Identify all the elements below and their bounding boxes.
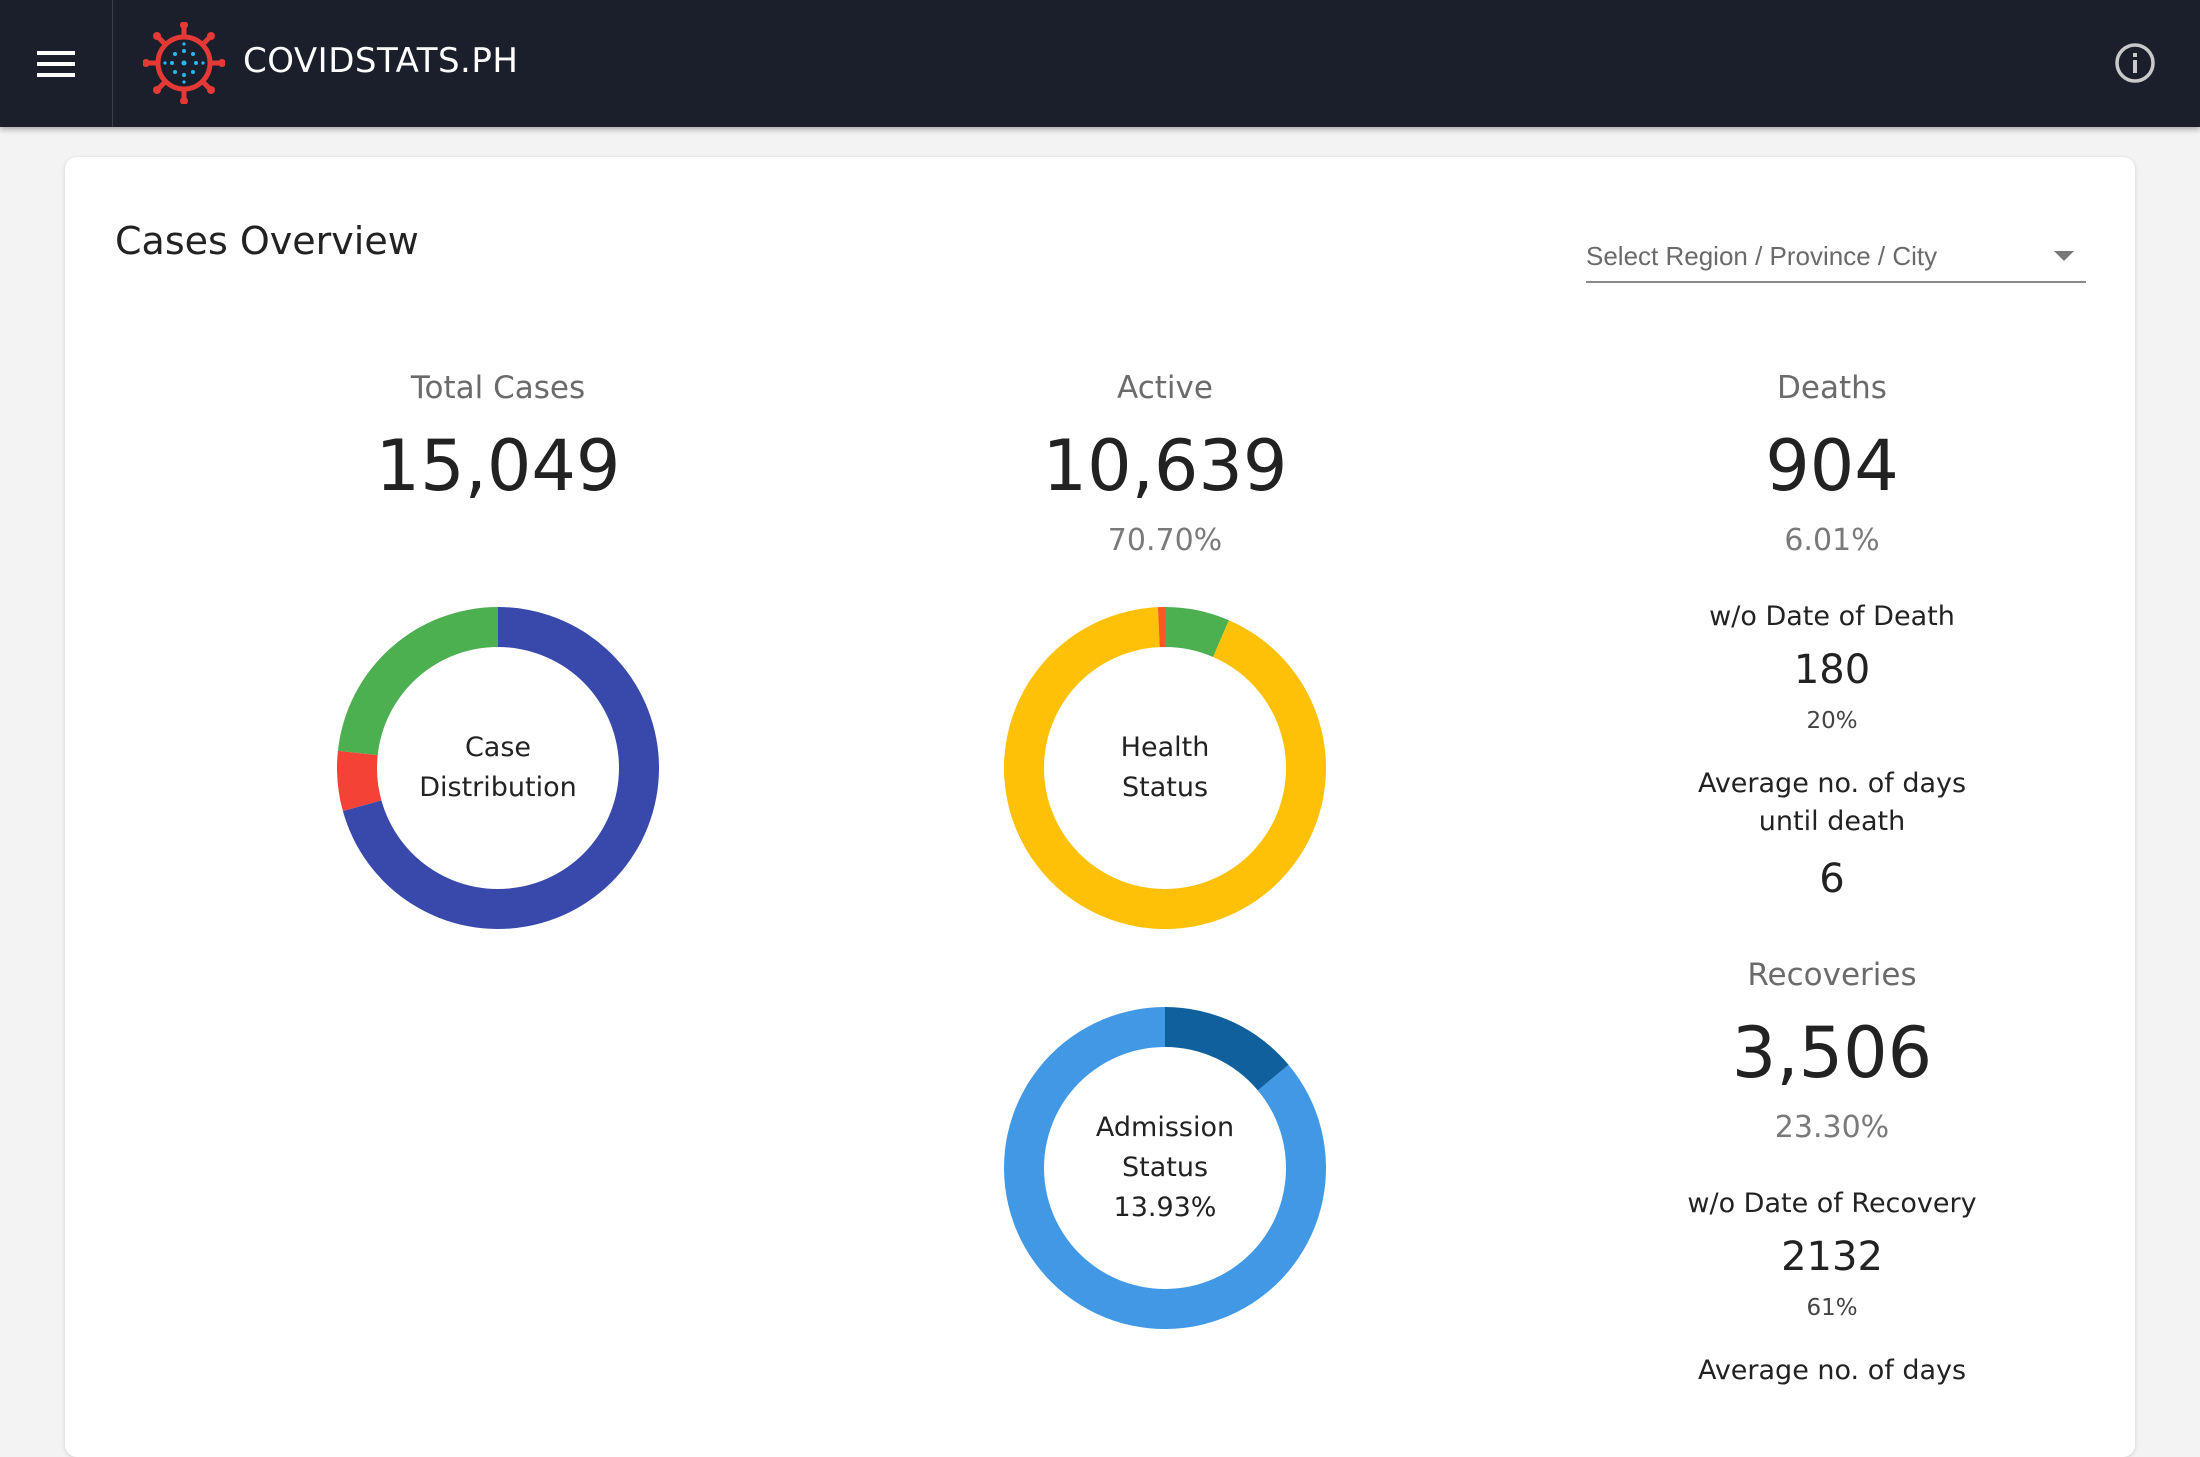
admission-status-label: Admission Status 13.93% [1004, 1007, 1326, 1329]
deaths-recoveries-column: Deaths 904 6.01% w/o Date of Death 180 2… [1552, 157, 2112, 1397]
card-title: Cases Overview [115, 219, 419, 263]
donut-label-line: Status [1121, 772, 1209, 803]
recoveries-percent: 23.30% [1774, 1110, 1890, 1145]
region-select[interactable]: Select Region / Province / City [1586, 229, 2086, 283]
recoveries-value: 3,506 [1731, 1012, 1933, 1094]
donut-label-line: Status [1121, 1152, 1209, 1183]
deaths-wo-date-percent: 20% [1806, 708, 1858, 734]
donut-label-line: Health [1120, 732, 1210, 763]
menu-button[interactable] [0, 0, 113, 127]
deaths-label: Deaths [1777, 370, 1887, 406]
recoveries-wo-date-value: 2132 [1781, 1234, 1883, 1280]
dropdown-arrow-icon [2054, 251, 2074, 261]
case-distribution-label: Case Distribution [337, 607, 659, 929]
active-column: Active 10,639 70.70% Health Status Admis… [885, 157, 1445, 1397]
health-status-label: Health Status [1004, 607, 1326, 929]
health-status-donut[interactable]: Health Status [1004, 607, 1326, 929]
donut-label-percent: 13.93% [1113, 1192, 1217, 1223]
deaths-wo-date-value: 180 [1793, 647, 1871, 693]
total-cases-value: 15,049 [375, 425, 621, 507]
active-label: Active [1117, 370, 1213, 406]
recoveries-wo-date-percent: 61% [1806, 1295, 1858, 1321]
top-app-bar: COVIDSTATS.PH [0, 0, 2200, 127]
health-status-chart [1004, 607, 1326, 929]
deaths-avg-days-label-line: until death [1758, 806, 1906, 837]
donut-slice-segment-1[interactable] [1165, 607, 1229, 657]
recoveries-label: Recoveries [1747, 957, 1917, 993]
recoveries-avg-days-label: Average no. of days [1697, 1355, 1967, 1386]
donut-slice-deaths[interactable] [337, 750, 382, 812]
recoveries-wo-date-label: w/o Date of Recovery [1687, 1188, 1977, 1219]
donut-label-line: Case [464, 732, 532, 763]
brand-title: COVIDSTATS.PH [243, 41, 519, 81]
active-percent: 70.70% [1107, 523, 1223, 558]
donut-slice-recoveries[interactable] [337, 607, 498, 756]
admission-status-chart [1004, 1007, 1326, 1329]
deaths-percent: 6.01% [1784, 523, 1880, 558]
deaths-value: 904 [1765, 425, 1899, 507]
donut-slice-segment-1[interactable] [1165, 1007, 1289, 1091]
deaths-avg-days-label-line: Average no. of days [1697, 768, 1967, 799]
donut-label-line: Distribution [419, 772, 577, 803]
hamburger-menu-icon [37, 51, 75, 77]
deaths-avg-days-label: Average no. of days until death [1552, 765, 2112, 841]
admission-status-donut[interactable]: Admission Status 13.93% [1004, 1007, 1326, 1329]
active-value: 10,639 [1042, 425, 1288, 507]
case-distribution-chart [337, 607, 659, 929]
total-cases-label: Total Cases [410, 370, 586, 406]
virus-logo-icon [143, 22, 225, 104]
case-distribution-donut[interactable]: Case Distribution [337, 607, 659, 929]
deaths-wo-date-label: w/o Date of Death [1709, 601, 1955, 632]
donut-label-line: Admission [1095, 1112, 1235, 1143]
info-icon[interactable] [2113, 41, 2157, 85]
cases-overview-card: Cases Overview Select Region / Province … [65, 157, 2135, 1457]
donut-slice-segment-3[interactable] [1157, 607, 1165, 648]
total-cases-column: Total Cases 15,049 Case Distribution [218, 157, 778, 1397]
region-select-placeholder: Select Region / Province / City [1586, 241, 1938, 271]
deaths-avg-days-value: 6 [1819, 856, 1845, 902]
